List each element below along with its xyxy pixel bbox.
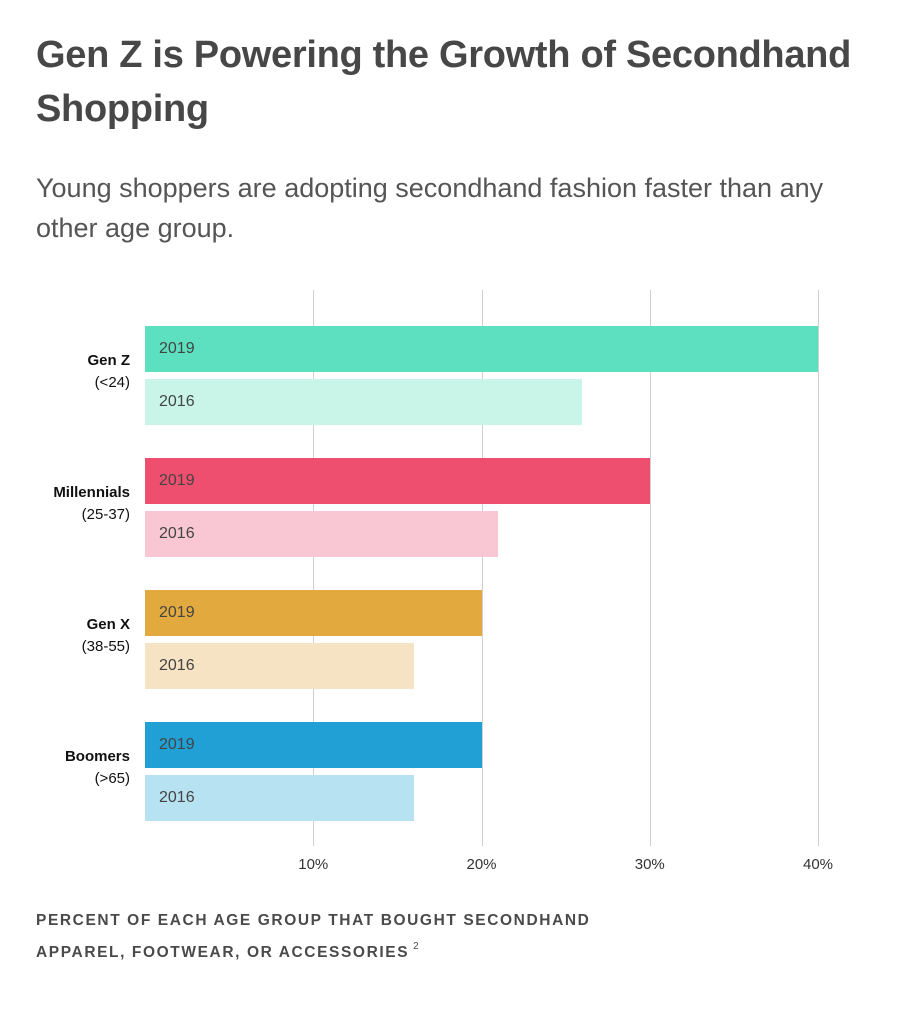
bar-series-label: 2019	[159, 736, 195, 753]
bar: 2019	[145, 722, 482, 768]
x-tick-label: 40%	[802, 856, 834, 873]
category-label: Millennials (25-37)	[53, 482, 130, 526]
bar: 2016	[145, 775, 415, 821]
bar-series-label: 2016	[159, 657, 195, 674]
category-name: Boomers	[64, 748, 130, 765]
category-name: Gen X	[86, 616, 130, 633]
category-age-range: (<24)	[94, 374, 130, 391]
category-label: Gen X (38-55)	[82, 614, 130, 658]
bar-series-label: 2019	[159, 340, 195, 357]
bar: 2019	[145, 590, 482, 636]
bar: 2016	[145, 511, 499, 557]
category-age-range: (38-55)	[81, 638, 130, 655]
gridline	[313, 290, 314, 846]
x-axis-title-line1: PERCENT OF EACH AGE GROUP THAT BOUGHT SE…	[36, 912, 591, 929]
category-name: Millennials	[53, 484, 130, 501]
x-tick-label: 10%	[298, 856, 329, 873]
chart-title: Gen Z is Powering the Growth of Secondha…	[36, 34, 851, 130]
category-age-range: (>65)	[94, 770, 130, 787]
bar: 2016	[145, 643, 415, 689]
gridline	[818, 290, 819, 846]
bar: 2019	[145, 458, 650, 504]
bar: 2016	[145, 379, 583, 425]
x-axis-title: PERCENT OF EACH AGE GROUP THAT BOUGHT SE…	[36, 908, 590, 966]
category-label: Gen Z (<24)	[87, 350, 130, 394]
chart-subtitle: Young shoppers are adopting secondhand f…	[36, 173, 824, 243]
bar-series-label: 2016	[159, 789, 195, 806]
gridline	[482, 290, 483, 846]
gridline	[650, 290, 651, 846]
category-name: Gen Z	[87, 352, 130, 369]
footnote-ref: 2	[413, 941, 419, 952]
category-age-range: (25-37)	[81, 506, 130, 523]
x-tick-label: 30%	[634, 856, 665, 873]
bar-series-label: 2016	[159, 525, 195, 542]
category-label: Boomers (>65)	[65, 746, 130, 790]
x-axis-title-line2: APPAREL, FOOTWEAR, OR ACCESSORIES	[36, 944, 410, 961]
x-tick-label: 20%	[466, 856, 497, 873]
bar-series-label: 2019	[159, 472, 195, 489]
bar-series-label: 2019	[159, 604, 195, 621]
bar-series-label: 2016	[159, 393, 195, 410]
bar: 2019	[145, 326, 818, 372]
